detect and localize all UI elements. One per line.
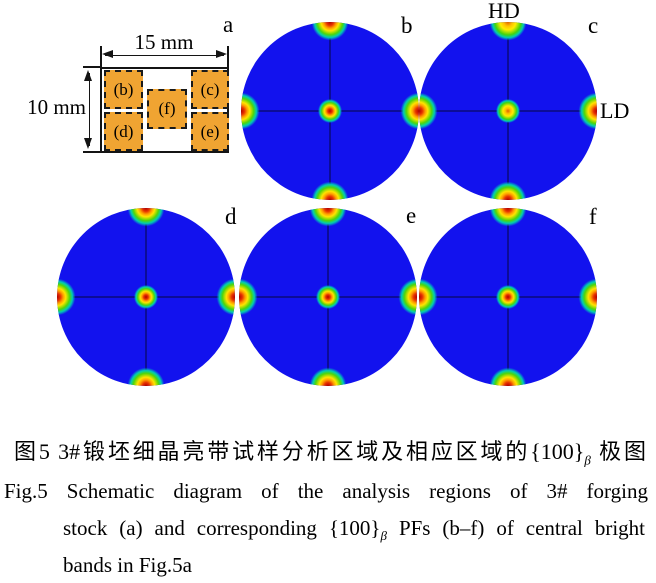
intensity-spot-right: [394, 274, 417, 320]
intensity-spot-left: [419, 274, 442, 320]
intensity-spot-left: [241, 88, 264, 134]
panel-label-f: f: [589, 204, 597, 229]
caption-english-line2: stock (a) and corresponding {100}β PFs (…: [63, 516, 645, 544]
analysis-region-e: (e): [191, 112, 229, 151]
intensity-spot-left: [57, 274, 80, 320]
intensity-spot-top: [307, 22, 353, 45]
pole-figure-d: [57, 208, 235, 386]
panel-label-a: a: [223, 12, 234, 37]
caption-english-line3: bands in Fig.5a: [63, 553, 192, 577]
width-dimension-label: 15 mm: [134, 30, 194, 54]
region-label: (e): [200, 121, 220, 141]
caption-en-subscript-beta: β: [380, 528, 387, 544]
region-label: (c): [200, 79, 220, 99]
intensity-spot-center: [315, 96, 345, 126]
caption-zh-subscript-beta: β: [584, 452, 591, 468]
dimension-tick: [100, 46, 102, 67]
caption-chinese: 图5 3#锻坯细晶亮带试样分析区域及相应区域的{100}β 极图: [14, 434, 646, 468]
region-label: (f): [158, 99, 176, 118]
height-dimension-label: 10 mm: [27, 95, 86, 119]
intensity-spot-right: [212, 274, 235, 320]
intensity-spot-bottom: [485, 363, 531, 386]
panel-label-c: c: [588, 13, 599, 38]
caption-zh-text: 图5 3#锻坯细晶亮带试样分析区域及相应区域的{100}: [14, 439, 585, 464]
pole-figure-b: [241, 22, 419, 200]
analysis-region-b: (b): [104, 70, 143, 109]
analysis-region-c: (c): [191, 70, 229, 109]
region-label: (b): [113, 79, 134, 99]
panel-label-d: d: [225, 204, 237, 229]
caption-english-line1: Fig.5 Schematic diagram of the analysis …: [4, 479, 648, 503]
intensity-spot-top: [305, 208, 351, 231]
analysis-region-f: (f): [147, 89, 187, 129]
width-dimension-arrow: [102, 50, 227, 59]
intensity-spot-center: [131, 282, 161, 312]
intensity-spot-right: [396, 88, 419, 134]
intensity-spot-top: [485, 208, 531, 231]
analysis-region-d: (d): [104, 112, 143, 151]
dimension-tick: [227, 46, 229, 67]
dimension-tick: [83, 66, 100, 68]
intensity-spot-center: [313, 282, 343, 312]
panel-label-b: b: [401, 13, 413, 38]
intensity-spot-bottom: [307, 177, 353, 200]
pole-figure-c: [419, 22, 597, 200]
pole-figure-e: [239, 208, 417, 386]
dimension-tick: [83, 151, 100, 153]
height-dimension-arrow: [84, 70, 93, 149]
hd-direction-label: HD: [488, 0, 520, 23]
intensity-spot-bottom: [485, 177, 531, 200]
intensity-spot-bottom: [123, 363, 169, 386]
pole-figure-f: [419, 208, 597, 386]
caption-zh-text-end: 极图: [590, 439, 646, 464]
intensity-spot-top: [123, 208, 169, 231]
intensity-spot-right: [574, 88, 597, 134]
panel-label-e: e: [406, 203, 417, 228]
caption-en-text-end: PFs (b–f) of central bright: [387, 516, 645, 540]
intensity-spot-center: [493, 282, 523, 312]
intensity-spot-bottom: [305, 363, 351, 386]
intensity-spot-center: [493, 96, 523, 126]
region-label: (d): [113, 121, 134, 141]
intensity-spot-left: [239, 274, 262, 320]
ld-direction-label: LD: [600, 98, 630, 123]
intensity-spot-top: [485, 22, 531, 45]
intensity-spot-right: [574, 274, 597, 320]
caption-en-text: stock (a) and corresponding {100}: [63, 516, 381, 540]
intensity-spot-left: [419, 88, 442, 134]
